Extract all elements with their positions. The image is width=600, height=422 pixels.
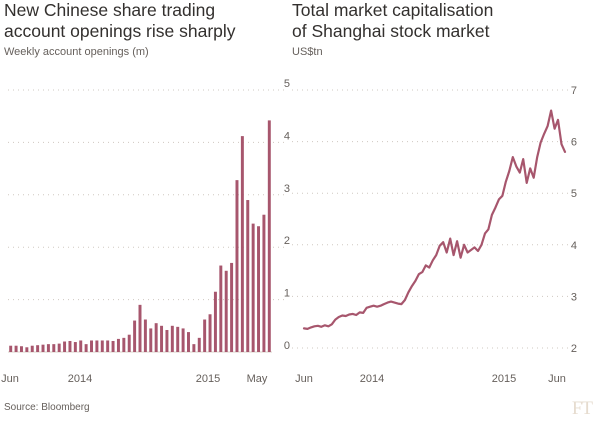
bar xyxy=(79,340,83,352)
bar xyxy=(133,320,137,352)
bar xyxy=(90,340,93,352)
y-tick-label: 6 xyxy=(571,137,577,149)
y-tick-label: 7 xyxy=(571,85,577,97)
bar xyxy=(203,319,207,352)
y-tick-label: 1 xyxy=(284,288,290,300)
bar xyxy=(84,344,88,352)
y-tick-label: 5 xyxy=(571,188,577,200)
bar xyxy=(224,270,228,352)
bar xyxy=(235,180,239,352)
line-plot-area: 2 3 4 5 6 7 Jun 2014 2015 Jun xyxy=(292,85,577,385)
bar xyxy=(213,291,217,352)
bar xyxy=(262,214,266,352)
bar xyxy=(9,345,13,352)
bar xyxy=(63,341,67,352)
y-tick-label: 4 xyxy=(284,130,290,142)
x-tick-label: 2015 xyxy=(492,373,516,385)
bar xyxy=(251,223,255,352)
bar xyxy=(181,328,185,352)
bar-plot-area: 0 1 2 3 4 5 Jun 2014 2015 May xyxy=(1,78,290,385)
bar xyxy=(246,200,250,352)
y-tick-label: 4 xyxy=(571,240,577,252)
y-tick-label: 0 xyxy=(284,340,290,352)
bar xyxy=(111,340,115,352)
bar xyxy=(170,325,174,352)
bar xyxy=(230,262,234,352)
bar xyxy=(14,345,18,352)
bar xyxy=(240,136,244,352)
x-tick-label: Jun xyxy=(295,373,313,385)
bar xyxy=(257,226,261,352)
bar xyxy=(176,326,180,352)
market-cap-line xyxy=(302,109,567,330)
bar xyxy=(100,340,104,352)
bar xyxy=(68,340,72,352)
y-tick-label: 3 xyxy=(571,291,577,303)
y-tick-label: 3 xyxy=(284,183,290,195)
ft-logo: FT xyxy=(571,398,593,419)
bar xyxy=(116,338,120,352)
bar xyxy=(267,120,271,352)
x-tick-label: Jun xyxy=(548,373,566,385)
bar xyxy=(197,337,201,352)
y-tick-label: 2 xyxy=(284,235,290,247)
bar xyxy=(122,337,126,352)
bar xyxy=(165,329,169,352)
source-note: Source: Bloomberg xyxy=(4,402,90,413)
y-tick-label: 5 xyxy=(284,78,290,90)
x-tick-label: May xyxy=(247,373,268,385)
bar xyxy=(127,334,131,352)
y-tick-label: 2 xyxy=(571,343,577,355)
chart-title: Total market capitalisation of Shanghai … xyxy=(292,0,494,41)
bar xyxy=(138,304,142,352)
x-tick-label: 2015 xyxy=(196,373,220,385)
chart-account-openings: New Chinese share trading account openin… xyxy=(0,0,290,400)
chart-subtitle: US$tn xyxy=(292,46,323,58)
bar xyxy=(25,347,29,352)
bar xyxy=(41,344,45,352)
chart-subtitle: Weekly account openings (m) xyxy=(4,46,149,58)
chart-title: New Chinese share trading account openin… xyxy=(4,0,236,41)
bar xyxy=(46,344,50,352)
x-tick-label: Jun xyxy=(1,373,19,385)
bar xyxy=(219,265,223,352)
bar xyxy=(19,346,23,352)
bar xyxy=(160,325,164,352)
chart-market-cap: Total market capitalisation of Shanghai … xyxy=(292,0,592,400)
bar xyxy=(30,345,34,352)
x-tick-label: 2014 xyxy=(360,373,384,385)
x-tick-label: 2014 xyxy=(68,373,92,385)
bar xyxy=(73,342,77,352)
bar xyxy=(154,323,158,352)
bar xyxy=(149,328,153,352)
bar xyxy=(192,344,196,352)
bar xyxy=(95,340,99,352)
bar xyxy=(208,314,212,352)
bar xyxy=(52,344,56,352)
bar xyxy=(36,345,40,352)
bar xyxy=(57,343,61,352)
bar xyxy=(187,332,190,352)
bar xyxy=(106,340,110,352)
bar xyxy=(143,319,147,352)
